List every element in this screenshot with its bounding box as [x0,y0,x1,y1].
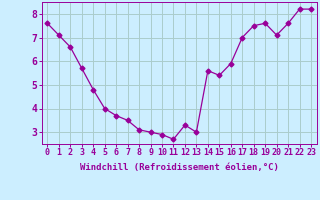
X-axis label: Windchill (Refroidissement éolien,°C): Windchill (Refroidissement éolien,°C) [80,163,279,172]
